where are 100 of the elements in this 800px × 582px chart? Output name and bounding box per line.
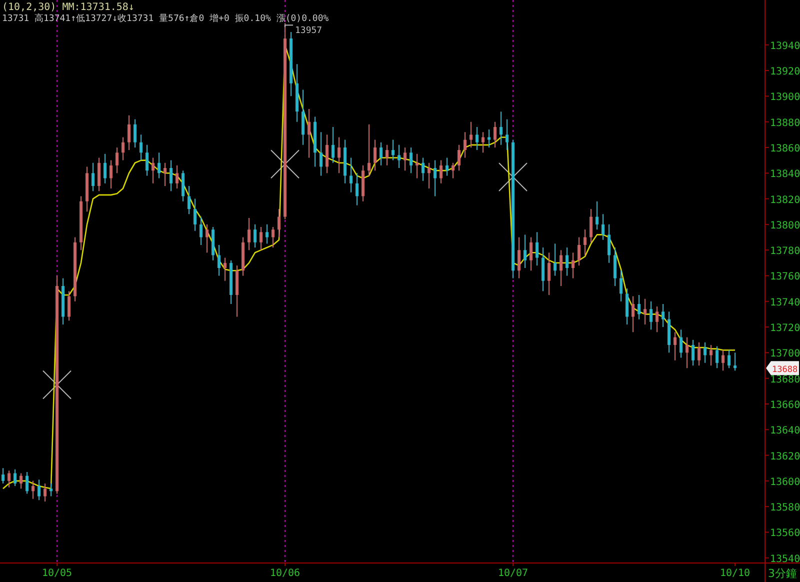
candlestick bbox=[374, 139, 376, 172]
candlestick bbox=[614, 247, 616, 286]
candlestick bbox=[128, 114, 130, 151]
candlestick bbox=[656, 306, 658, 333]
candlestick bbox=[176, 164, 178, 190]
x-tick-label: 10/07 bbox=[498, 568, 528, 579]
candlestick bbox=[590, 208, 592, 243]
candlestick bbox=[326, 134, 328, 174]
candlestick bbox=[278, 208, 280, 238]
candlestick bbox=[566, 247, 568, 276]
candlestick bbox=[518, 236, 520, 279]
candlestick bbox=[554, 243, 556, 276]
candlestick bbox=[674, 332, 676, 361]
candlestick bbox=[536, 232, 538, 266]
y-tick-label: 13880 bbox=[770, 118, 800, 129]
y-tick-label: 13620 bbox=[770, 451, 800, 462]
candlestick bbox=[470, 121, 472, 148]
candlestick bbox=[188, 185, 190, 215]
candlestick bbox=[266, 224, 268, 244]
candlestick bbox=[716, 346, 718, 369]
chart-title: (10,2,30) MM:13731.58↓ bbox=[2, 2, 134, 13]
text: 3分鐘 bbox=[768, 567, 797, 580]
candlestick bbox=[248, 218, 250, 251]
y-tick-label: 13940 bbox=[770, 40, 800, 52]
y-tick-label: 13900 bbox=[770, 92, 800, 104]
candlestick bbox=[602, 214, 604, 240]
y-tick-label: 13720 bbox=[770, 323, 800, 334]
y-tick-label: 13800 bbox=[770, 220, 800, 232]
candlestick bbox=[164, 162, 166, 186]
candlestick bbox=[500, 111, 502, 146]
y-tick-label: 13920 bbox=[770, 66, 800, 78]
candlestick bbox=[506, 118, 508, 151]
candlestick bbox=[272, 226, 274, 248]
candlestick bbox=[458, 144, 460, 172]
candlestick bbox=[350, 157, 352, 193]
candlestick bbox=[32, 480, 34, 500]
text: 13731 高13741↑低13727↓收13731 量576↑倉0 增+0 振0.10% 漲(0)0.00% bbox=[2, 13, 330, 24]
y-tick-label: 13700 bbox=[770, 348, 800, 360]
candlestick bbox=[542, 247, 544, 292]
candlestick bbox=[92, 162, 94, 192]
candlestick bbox=[530, 236, 532, 272]
x-tick-label: 10/05 bbox=[42, 568, 72, 579]
candlestick bbox=[452, 162, 454, 179]
candlestick bbox=[644, 298, 646, 325]
candlestick bbox=[134, 118, 136, 148]
candlestick bbox=[2, 468, 4, 484]
candlestick bbox=[464, 132, 466, 158]
candlestick bbox=[578, 236, 580, 266]
candlestick bbox=[98, 157, 100, 192]
candlestick bbox=[440, 160, 442, 184]
candlestick bbox=[26, 471, 28, 494]
candlestick bbox=[728, 350, 730, 369]
candlestick bbox=[218, 244, 220, 276]
candlestick bbox=[50, 482, 52, 497]
annotation: 13957 bbox=[295, 26, 322, 36]
candlestick bbox=[416, 153, 418, 179]
candlestick bbox=[386, 144, 388, 166]
candlestick bbox=[446, 157, 448, 176]
candlestick bbox=[332, 126, 334, 164]
candlestick bbox=[392, 139, 394, 161]
text: 13688 bbox=[772, 365, 798, 376]
y-tick-label: 13780 bbox=[770, 246, 800, 258]
candlestick bbox=[200, 216, 202, 246]
candlestick bbox=[356, 172, 358, 206]
candlestick bbox=[476, 126, 478, 151]
candlestick bbox=[320, 132, 322, 176]
candlestick bbox=[680, 329, 682, 358]
y-tick-label: 13640 bbox=[770, 426, 800, 437]
y-tick-label: 13540 bbox=[770, 554, 800, 565]
candlestick bbox=[722, 350, 724, 372]
y-tick-label: 13820 bbox=[770, 194, 800, 206]
candlestick bbox=[428, 162, 430, 190]
candlestick bbox=[650, 300, 652, 330]
candlestick bbox=[20, 472, 22, 490]
candlestick bbox=[110, 160, 112, 190]
candlestick bbox=[596, 200, 598, 230]
candlestick bbox=[68, 290, 70, 322]
candlestick bbox=[308, 108, 310, 158]
candlestick bbox=[584, 229, 586, 256]
candlestick bbox=[488, 129, 490, 148]
y-tick-label: 13580 bbox=[770, 502, 800, 514]
candlestick bbox=[548, 252, 550, 296]
candlestick bbox=[692, 339, 694, 366]
candlestick bbox=[338, 136, 340, 174]
candlestick bbox=[8, 470, 10, 488]
y-tick-label: 13600 bbox=[770, 476, 800, 488]
candlestick bbox=[182, 170, 184, 202]
candlestick bbox=[704, 342, 706, 364]
candlestick bbox=[638, 294, 640, 320]
candlestick bbox=[686, 336, 688, 369]
candlestick bbox=[404, 146, 406, 172]
candlestick bbox=[260, 226, 262, 251]
candlestick bbox=[632, 296, 634, 333]
candlestick bbox=[152, 157, 154, 184]
candlestick bbox=[38, 479, 40, 501]
candlestick bbox=[560, 250, 562, 286]
candlestick bbox=[494, 121, 496, 148]
candlestick bbox=[734, 352, 736, 372]
candlestick bbox=[224, 257, 226, 282]
candlestick bbox=[146, 144, 148, 176]
